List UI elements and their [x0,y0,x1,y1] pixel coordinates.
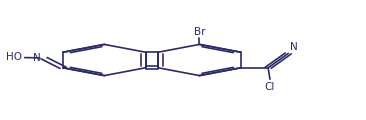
Text: N: N [290,42,298,52]
Text: N: N [33,53,41,63]
Text: Cl: Cl [265,82,275,92]
Text: HO: HO [6,52,22,62]
Text: Br: Br [194,27,205,37]
